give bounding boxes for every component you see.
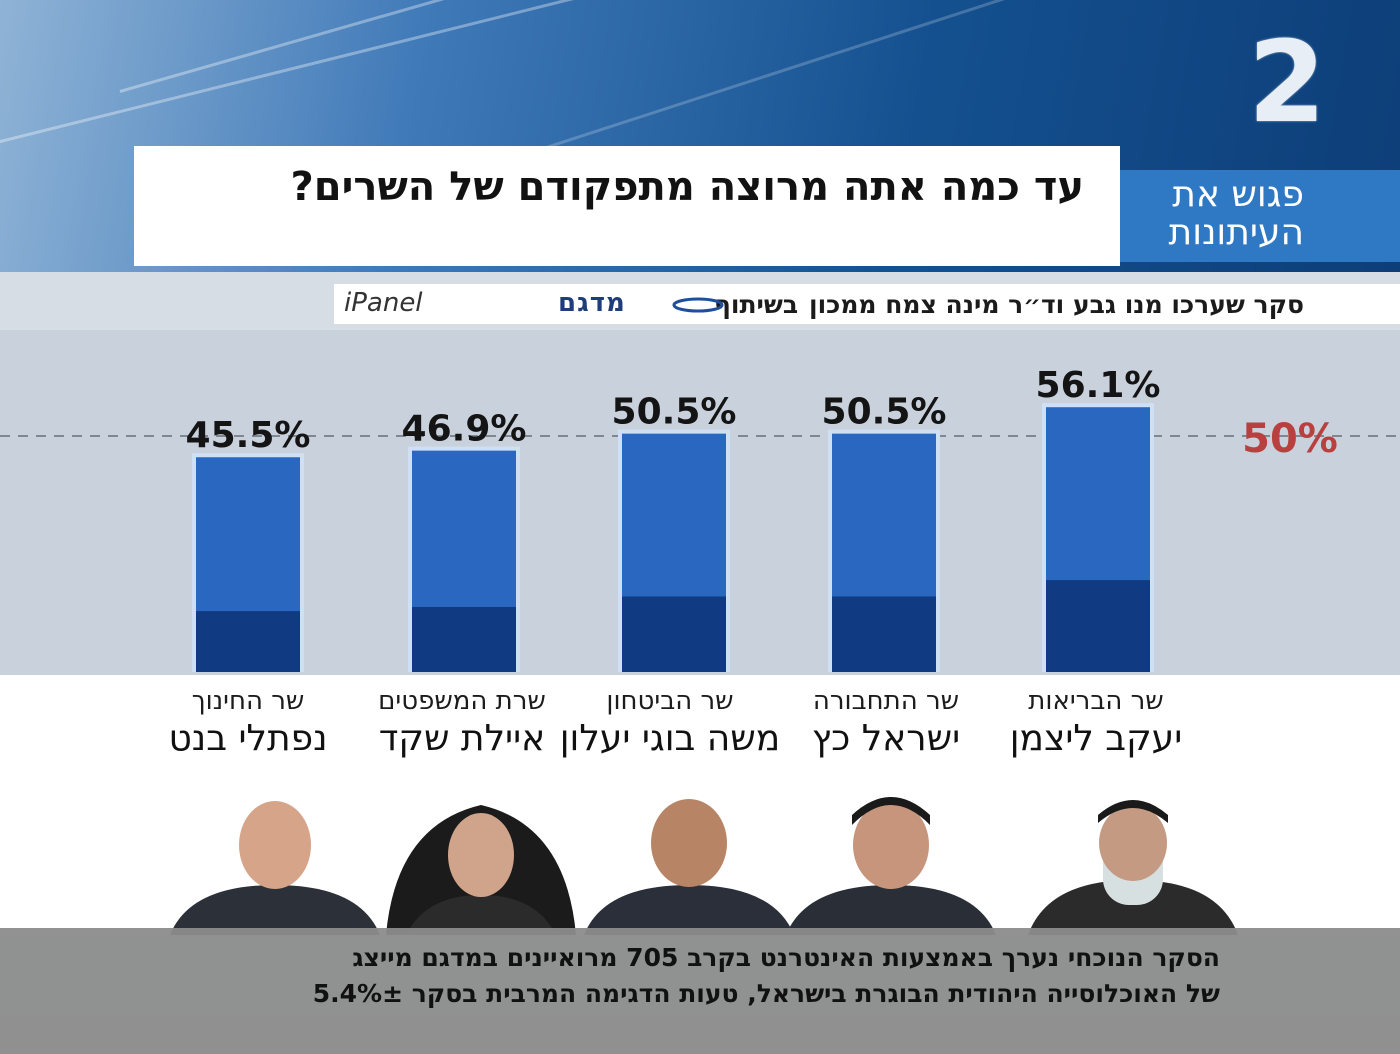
portrait-image — [1028, 800, 1238, 935]
portrait-image — [386, 805, 576, 935]
bar — [408, 446, 520, 672]
bar-shade — [832, 596, 936, 672]
bar-shade — [412, 606, 516, 672]
program-name-line2: העיתונות — [1168, 212, 1304, 253]
minister-label: שר הביטחון משה בוגי יעלון — [540, 685, 800, 761]
channel-logo: 2 — [1248, 18, 1326, 148]
minister-label: שר התחבורה ישראל כץ — [756, 685, 1016, 761]
bar-value-label: 56.1% — [1036, 365, 1161, 406]
minister-label: שרת המשפטים איילת שקד — [332, 685, 592, 761]
minister-role: שר החינוך — [191, 686, 305, 716]
portrait-image — [170, 801, 380, 935]
survey-credit-bar: סקר שערכו מנו גבע וד״ר מינה צמח ממכון בש… — [334, 284, 1400, 324]
minister-name: איילת שקד — [378, 718, 546, 759]
minister-role: שרת המשפטים — [378, 686, 546, 716]
program-name-line1: פגוש את — [1172, 174, 1304, 215]
footer-disclaimer: הסקר הנוכחי נערך באמצעות האינטרנט בקרב 7… — [0, 928, 1400, 1054]
bar — [1042, 403, 1154, 672]
program-name: פגוש את העיתונות — [1169, 176, 1304, 252]
chart-area: 50% 56.1% 50.5% 50.5% 46.9% 45.5% — [0, 330, 1400, 675]
minister-name: משה בוגי יעלון — [559, 718, 781, 759]
light-streak — [0, 0, 640, 153]
title-bar: עד כמה אתה מרוצה מתפקודם של השרים? — [134, 146, 1120, 266]
minister-name: יעקב ליצמן — [1009, 718, 1183, 759]
program-brand: פגוש את העיתונות — [1120, 170, 1400, 262]
minister-name: נפתלי בנט — [168, 718, 328, 759]
disclaimer-line2: של האוכלוסייה היהודית הבוגרת בישראל, טעו… — [312, 979, 1220, 1008]
minister-label: שר החינוך נפתלי בנט — [118, 685, 378, 761]
portrait-image — [584, 799, 794, 935]
bar-shade — [1046, 580, 1150, 672]
bar-chart: 50% 56.1% 50.5% 50.5% 46.9% 45.5% — [0, 365, 1400, 672]
disclaimer-line1: הסקר הנוכחי נערך באמצעות האינטרנט בקרב 7… — [352, 943, 1220, 972]
madgam-swoosh-icon — [672, 297, 724, 313]
minister-name: ישראל כץ — [811, 718, 961, 759]
bar-shade — [196, 611, 300, 672]
bar — [192, 453, 304, 672]
bar — [618, 429, 730, 672]
bar-value-label: 46.9% — [402, 409, 527, 450]
minister-role: שר התחבורה — [812, 686, 960, 716]
minister-label: שר הבריאות יעקב ליצמן — [966, 685, 1226, 761]
minister-role: שר הבריאות — [1028, 686, 1164, 716]
bar-value-label: 50.5% — [822, 392, 947, 433]
minister-role: שר הביטחון — [606, 686, 734, 716]
reference-line-label: 50% — [1242, 416, 1338, 462]
survey-with-word: בשיתוף — [714, 290, 799, 319]
page-title: עד כמה אתה מרוצה מתפקודם של השרים? — [290, 164, 1084, 210]
bar-value-label: 45.5% — [186, 415, 311, 456]
survey-credit-text: סקר שערכו מנו גבע וד״ר מינה צמח ממכון — [809, 290, 1304, 319]
ipanel-logo: iPanel — [344, 288, 423, 318]
bar — [828, 429, 940, 672]
bar-shade — [622, 596, 726, 672]
bar-value-label: 50.5% — [612, 392, 737, 433]
portrait-image — [786, 797, 996, 935]
minister-labels: שר הבריאות יעקב ליצמן שר התחבורה ישראל כ… — [0, 675, 1400, 935]
madgam-logo: מדגם — [558, 288, 626, 318]
disclaimer-text: הסקר הנוכחי נערך באמצעות האינטרנט בקרב 7… — [313, 940, 1220, 1012]
